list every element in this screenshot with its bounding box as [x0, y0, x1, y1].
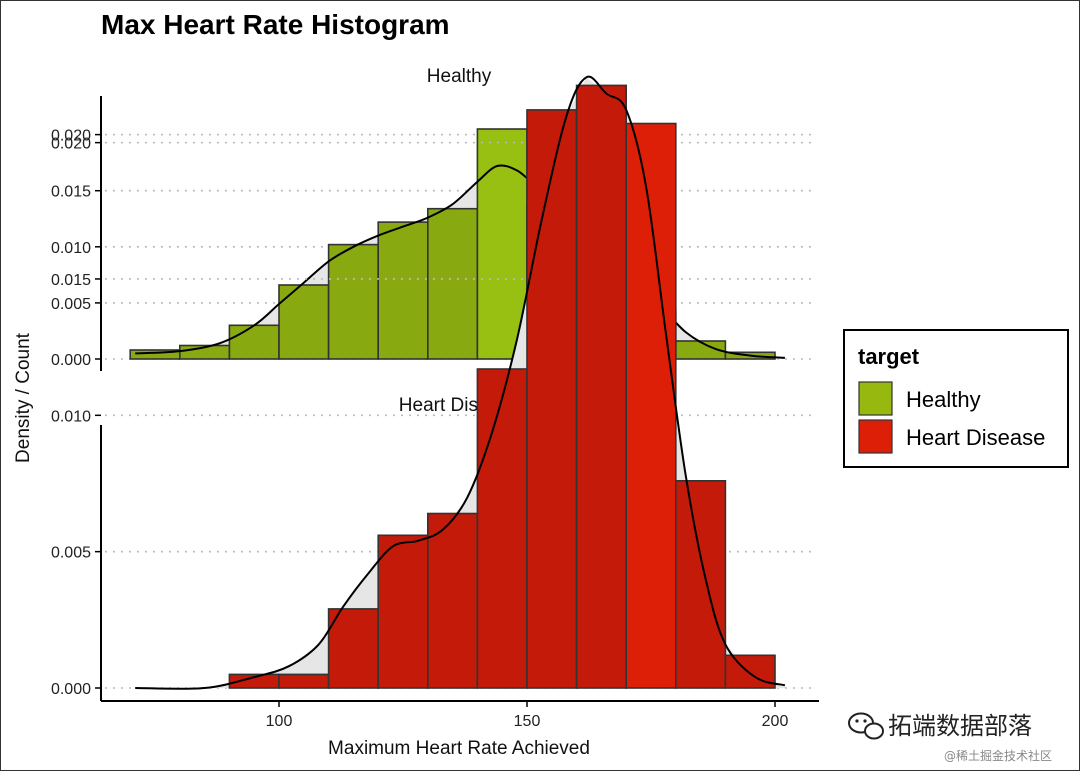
y-tick-label: 0.015	[51, 184, 91, 201]
legend-title: target	[858, 344, 920, 369]
x-tick-label: 100	[266, 713, 293, 730]
legend-swatch-healthy	[858, 381, 893, 416]
histogram-bar	[327, 608, 380, 689]
histogram-bar	[476, 128, 528, 360]
x-tick-label: 200	[762, 713, 789, 730]
watermark: 拓端数据部落 @稀土掘金技术社区	[848, 712, 1052, 763]
watermark-sub: @稀土掘金技术社区	[944, 748, 1052, 763]
chart-title: Max Heart Rate Histogram	[101, 9, 450, 40]
legend-label-heart-disease: Heart Disease	[906, 425, 1045, 450]
histogram-bar	[575, 84, 627, 689]
histogram-bar	[674, 479, 727, 689]
histogram-bar	[476, 368, 528, 689]
histogram-bar	[278, 284, 330, 360]
y-tick-label: 0.010	[51, 408, 91, 425]
histogram-bar	[426, 512, 479, 689]
wechat-icon	[848, 712, 884, 740]
legend-label-healthy: Healthy	[906, 387, 981, 412]
y-axis-title: Density / Count	[13, 332, 34, 463]
legend: target Healthy Heart Disease	[843, 329, 1069, 468]
histogram-bar	[377, 534, 429, 689]
histogram-bar	[228, 324, 280, 360]
facet-label-healthy: Healthy	[427, 66, 492, 87]
histogram-bar	[327, 243, 380, 360]
histogram-bar	[278, 673, 330, 689]
y-tick-label: 0.000	[51, 352, 91, 369]
histogram-bar	[377, 221, 429, 360]
density-line	[135, 75, 786, 690]
histogram-bar	[625, 122, 677, 689]
x-tick-label: 150	[514, 713, 541, 730]
x-axis-title: Maximum Heart Rate Achieved	[328, 738, 590, 759]
histogram-bar	[426, 207, 479, 360]
y-tick-label: 0.010	[51, 240, 91, 257]
y-tick-label: 0.020	[51, 136, 91, 153]
x-axis: 100 150 200	[101, 700, 819, 730]
watermark-brand: 拓端数据部落	[888, 712, 1032, 740]
y-tick-label: 0.005	[51, 545, 91, 562]
y-tick-label: 0.000	[51, 681, 91, 698]
y-tick-label: 0.005	[51, 296, 91, 313]
panel-healthy: Healthy 0.000 0.005 0.010 0.015 0.020	[51, 66, 811, 371]
y-tick-label: 0.020	[51, 128, 91, 145]
histogram-bar	[526, 109, 578, 689]
legend-swatch-heart-disease	[858, 419, 893, 454]
y-tick-label: 0.015	[51, 272, 91, 289]
